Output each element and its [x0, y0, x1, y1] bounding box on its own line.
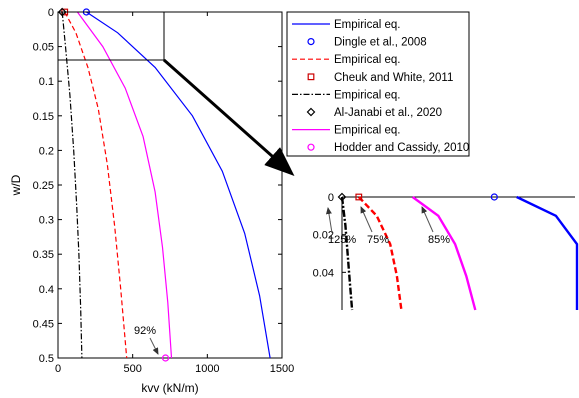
annotation-85-arrow — [421, 206, 434, 233]
x-tick-label: 1000 — [195, 363, 219, 375]
inset-marker-3 — [355, 193, 363, 201]
legend-marker-5 — [306, 107, 316, 117]
main-axis-ticks: 0 500 1000 1500 0 0.05 0.1 0.15 0.2 0.25 0.3 0.35 0.… — [33, 7, 295, 375]
inset-series-line-4 — [340, 196, 354, 311]
y-tick-label: 0.05 — [33, 42, 54, 54]
inset-axis-ticks: 0 0.02 0.04 — [313, 192, 346, 279]
legend-marker-3 — [307, 73, 315, 81]
annotation-92-arrow — [149, 337, 159, 355]
annotation-125: 125% — [328, 234, 356, 246]
inset-series-line-6 — [411, 196, 477, 311]
legend-items: Empirical eq. Dingle et al., 2008 Empirica… — [292, 19, 469, 154]
annotation-75: 75% — [367, 234, 389, 246]
legend-label-6: Empirical eq. — [334, 125, 400, 137]
zoom-arrow — [163, 58, 295, 176]
legend-marker-1 — [307, 37, 315, 46]
main-marker-5 — [57, 7, 67, 17]
y-tick-label: 0 — [48, 7, 54, 19]
inset-series — [337, 192, 579, 311]
annotation-75-arrow — [360, 206, 373, 233]
main-marker-7 — [161, 354, 170, 362]
y-tick-label: 0.3 — [39, 215, 54, 227]
y-tick-label: 0.25 — [33, 180, 54, 192]
main-series-line-2 — [64, 11, 128, 359]
main-series-line-6 — [76, 11, 173, 359]
inset-y-tick-label: 0.04 — [313, 267, 334, 279]
legend-label-5: Al-Janabi et al., 2020 — [334, 107, 442, 119]
zoom-box — [57, 11, 165, 61]
y-tick-label: 0.4 — [39, 284, 54, 296]
legend-label-4: Empirical eq. — [334, 89, 400, 101]
inset-series-line-0 — [516, 195, 579, 310]
y-tick-label: 0.5 — [39, 353, 54, 365]
annotation-85: 85% — [428, 234, 450, 246]
y-tick-label: 0.1 — [39, 76, 54, 88]
inset-y-tick-label: 0 — [328, 192, 334, 204]
inset-series-line-2 — [357, 196, 403, 311]
legend — [286, 11, 470, 157]
legend-label-3: Cheuk and White, 2011 — [334, 72, 453, 84]
annotation-125-arrow — [325, 207, 333, 234]
inset-marker-5 — [337, 192, 347, 202]
main-series-line-4 — [61, 11, 83, 359]
legend-label-0: Empirical eq. — [334, 19, 400, 31]
legend-marker-7 — [307, 143, 315, 151]
x-tick-label: 0 — [55, 363, 61, 375]
y-tick-label: 0.2 — [39, 145, 54, 157]
annotation-92: 92% — [134, 325, 156, 337]
x-tick-label: 1500 — [270, 363, 294, 375]
legend-label-2: Empirical eq. — [334, 54, 400, 66]
y-tick-label: 0.35 — [33, 249, 54, 261]
inset-marker-1 — [490, 193, 498, 201]
x-axis-label: kvv (kN/m) — [141, 381, 198, 395]
legend-label-1: Dingle et al., 2008 — [334, 37, 427, 49]
y-axis-label: w/D — [9, 174, 23, 196]
inset-y-tick-label: 0.02 — [313, 230, 334, 242]
main-series — [57, 7, 271, 362]
y-tick-label: 0.45 — [33, 318, 54, 330]
legend-label-7: Hodder and Cassidy, 2010 — [334, 142, 469, 154]
x-tick-label: 500 — [123, 363, 141, 375]
main-series-line-0 — [86, 11, 271, 359]
y-tick-label: 0.15 — [33, 111, 54, 123]
